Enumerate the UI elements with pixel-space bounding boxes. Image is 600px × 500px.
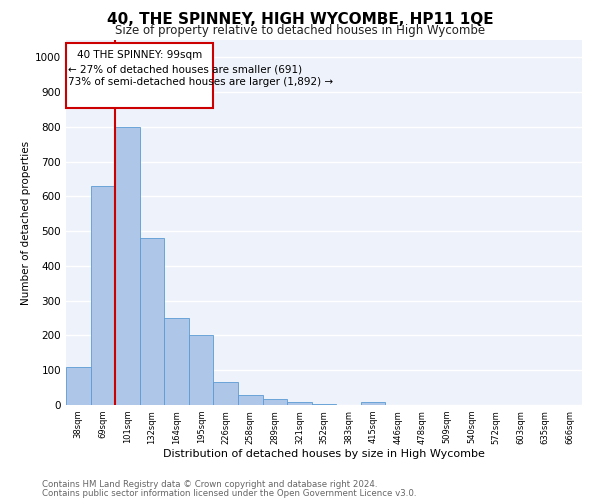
Text: Size of property relative to detached houses in High Wycombe: Size of property relative to detached ho… [115,24,485,37]
Bar [66,367,91,405]
X-axis label: Distribution of detached houses by size in High Wycombe: Distribution of detached houses by size … [163,450,485,460]
Bar [91,186,115,405]
Bar [287,402,312,405]
Bar [312,404,336,405]
Bar [189,336,214,405]
Y-axis label: Number of detached properties: Number of detached properties [21,140,31,304]
Bar [238,396,263,405]
Bar [140,238,164,405]
Bar [361,402,385,405]
Bar [263,398,287,405]
Text: 40 THE SPINNEY: 99sqm: 40 THE SPINNEY: 99sqm [77,50,202,59]
Bar [214,382,238,405]
Bar [115,127,140,405]
FancyBboxPatch shape [66,44,214,108]
Text: Contains public sector information licensed under the Open Government Licence v3: Contains public sector information licen… [42,488,416,498]
Bar [164,318,189,405]
Text: 73% of semi-detached houses are larger (1,892) →: 73% of semi-detached houses are larger (… [68,76,334,86]
Text: ← 27% of detached houses are smaller (691): ← 27% of detached houses are smaller (69… [68,64,302,74]
Text: Contains HM Land Registry data © Crown copyright and database right 2024.: Contains HM Land Registry data © Crown c… [42,480,377,489]
Text: 40, THE SPINNEY, HIGH WYCOMBE, HP11 1QE: 40, THE SPINNEY, HIGH WYCOMBE, HP11 1QE [107,12,493,28]
